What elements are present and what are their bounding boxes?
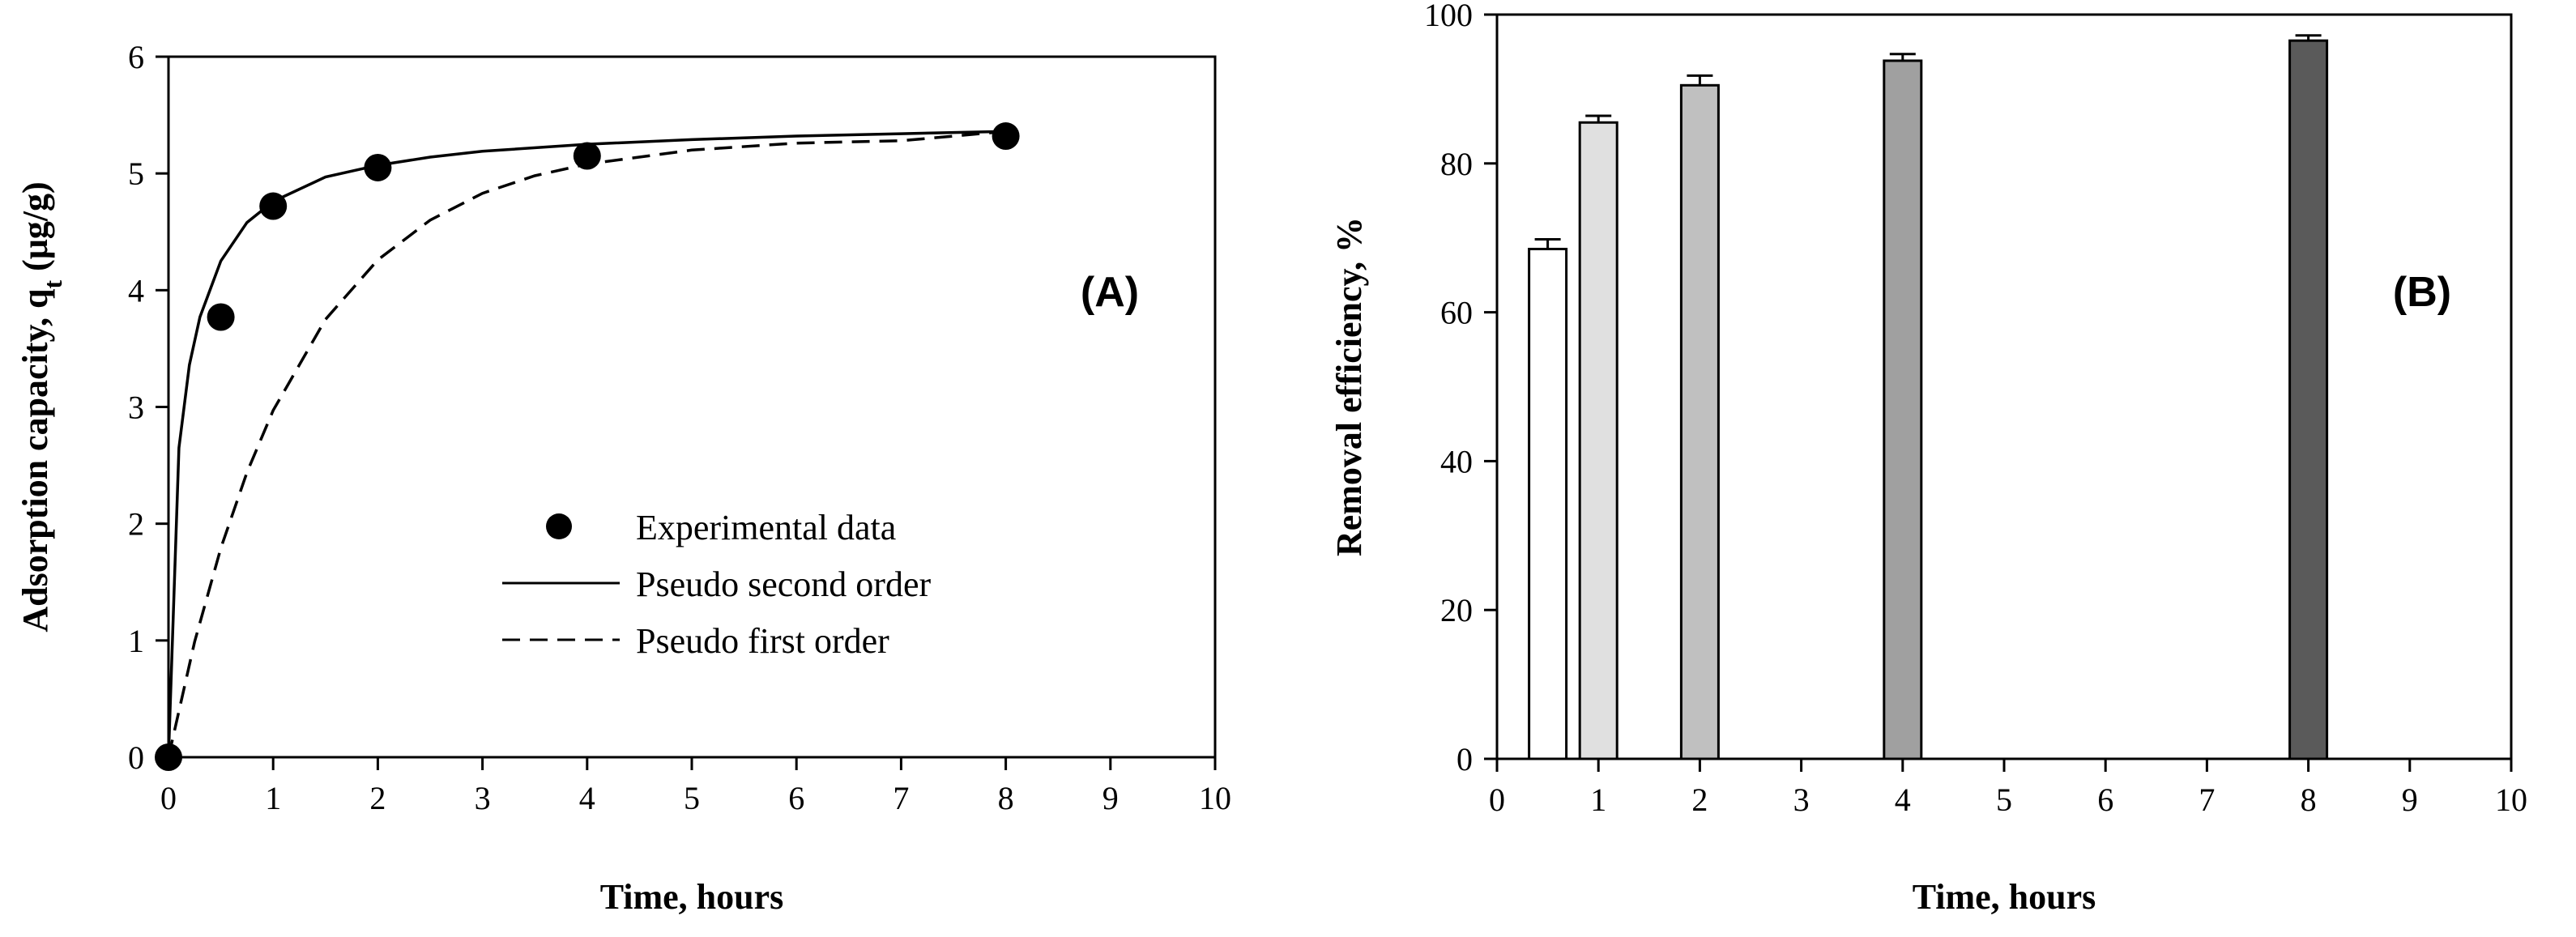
panel-a-y-tick-label: 5 (128, 155, 144, 192)
panel-a-x-tick-label: 3 (475, 780, 491, 816)
series-line-pseudo-second-order (167, 130, 1006, 758)
data-point-experimental (259, 192, 288, 220)
bar-t0.5 (1528, 247, 1568, 760)
legend-label-pseudo-second-order: Pseudo second order (636, 564, 931, 604)
legend-label-pseudo-first-order: Pseudo first order (636, 621, 889, 661)
panel-b-y-tick-label: 100 (1424, 0, 1473, 33)
panel-b-y-tick-label: 80 (1440, 146, 1473, 182)
panel-b-x-tick-label: 4 (1895, 782, 1911, 818)
panel-b-y-axis-title: Removal efficiency, % (1329, 217, 1369, 556)
panel-a-x-tick-label: 4 (579, 780, 595, 816)
panel-b-x-axis: 0 1 2 3 4 5 6 7 8 9 10 (1489, 759, 2527, 818)
bar-t2 (1679, 83, 1720, 760)
bar-t8 (2288, 39, 2329, 760)
panel-b-x-tick-label: 9 (2402, 782, 2418, 818)
panel-b-label: (B) (2393, 269, 2451, 316)
panel-b-x-tick-label: 0 (1489, 782, 1505, 818)
panel-b-x-tick-label: 1 (1590, 782, 1606, 818)
panel-a-x-tick-label: 8 (998, 780, 1014, 816)
data-point-experimental (155, 743, 182, 771)
panel-a-x-axis: 0 1 2 3 4 5 6 7 8 9 10 (160, 757, 1231, 816)
panel-a-y-tick-label: 1 (128, 623, 144, 659)
panel-a-y-tick-label: 6 (128, 39, 144, 75)
data-point-experimental (364, 153, 392, 181)
panel-b-bars (1528, 34, 2329, 760)
panel-a-x-tick-label: 0 (160, 780, 177, 816)
panel-a-x-tick-label: 7 (893, 780, 909, 816)
panel-b-x-tick-label: 2 (1691, 782, 1708, 818)
panel-b-y-tick-label: 0 (1456, 741, 1473, 777)
panel-a-y-tick-label: 0 (128, 739, 144, 776)
panel-a-x-tick-label: 2 (369, 780, 386, 816)
panel-a-y-tick-label: 3 (128, 390, 144, 426)
panel-a-x-tick-label: 1 (265, 780, 281, 816)
panel-a-y-axis-title-main: Adsorption capacity, q (15, 288, 55, 632)
panel-a-chart: 0 1 2 3 4 5 6 7 8 9 10 0 1 2 3 4 5 6 Time, hours Adsorpt… (15, 39, 1231, 917)
bar-t4 (1883, 59, 1923, 760)
panel-a-y-axis: 0 1 2 3 4 5 6 (128, 39, 168, 776)
panel-a-label: (A) (1081, 269, 1139, 316)
panel-b-x-tick-label: 7 (2199, 782, 2215, 818)
bar-t1 (1578, 121, 1619, 760)
panel-a-x-tick-label: 10 (1199, 780, 1231, 816)
panel-b-x-tick-label: 6 (2097, 782, 2113, 818)
panel-b-x-axis-title: Time, hours (1913, 877, 2096, 917)
panel-b-y-tick-label: 20 (1440, 592, 1473, 628)
panel-a-y-axis-title: Adsorption capacity, qt (μg/g) (15, 181, 67, 632)
data-point-experimental (207, 303, 235, 331)
legend-marker-experimental-data (546, 513, 572, 539)
panel-b-x-tick-label: 5 (1996, 782, 2012, 818)
panel-a-legend: Experimental data Pseudo second order Ps… (502, 508, 931, 661)
panel-a-x-tick-label: 5 (684, 780, 700, 816)
series-line-pseudo-first-order (167, 130, 1006, 758)
panel-a-y-tick-label: 2 (128, 506, 144, 543)
panel-b-y-axis: 0 20 40 60 80 100 (1424, 0, 1497, 777)
panel-a-x-tick-label: 9 (1102, 780, 1119, 816)
panel-a-y-axis-title-subscript: t (38, 279, 67, 288)
panel-b-y-tick-label: 40 (1440, 443, 1473, 479)
panel-a-y-axis-title-unit: (μg/g) (15, 181, 55, 279)
panel-a-x-tick-label: 6 (788, 780, 804, 816)
panel-a-y-tick-label: 4 (128, 272, 144, 309)
data-point-experimental (992, 122, 1020, 151)
panel-b-plot-frame (1495, 13, 2513, 760)
data-point-experimental (573, 142, 601, 170)
panel-a-x-axis-title: Time, hours (600, 877, 784, 917)
panel-b-x-tick-label: 3 (1793, 782, 1810, 818)
panel-b-x-tick-label: 8 (2301, 782, 2317, 818)
panel-a-series (155, 122, 1020, 771)
panel-b-x-tick-label: 10 (2495, 782, 2527, 818)
legend-label-experimental-data: Experimental data (636, 508, 896, 547)
panel-b-chart: 0 1 2 3 4 5 6 7 8 9 10 0 20 40 60 80 100 Time, hours Re… (1329, 0, 2527, 917)
panel-b-y-tick-label: 60 (1440, 295, 1473, 331)
